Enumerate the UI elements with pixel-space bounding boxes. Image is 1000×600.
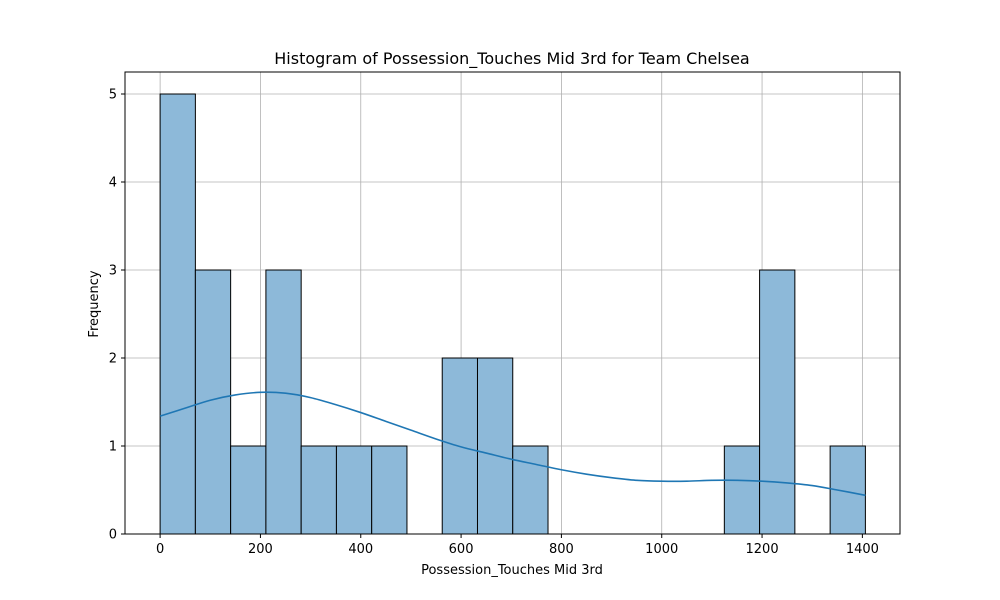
histogram-bar bbox=[441, 357, 478, 535]
kde-layer bbox=[159, 391, 866, 497]
y-tick-label: 0 bbox=[109, 528, 117, 543]
y-tick-label: 3 bbox=[109, 264, 117, 279]
plot-frame bbox=[124, 71, 901, 535]
x-axis-label: Possession_Touches Mid 3rd bbox=[421, 563, 603, 578]
histogram-bar bbox=[159, 93, 196, 535]
x-tick-label: 800 bbox=[549, 542, 574, 557]
x-tick-label: 400 bbox=[348, 542, 373, 557]
x-axis-ticks: 0 200 400 600 800 1000 1200 1400 bbox=[156, 534, 879, 557]
x-tick-label: 1200 bbox=[746, 542, 779, 557]
y-tick-label: 1 bbox=[109, 440, 117, 455]
histogram-bar bbox=[265, 269, 302, 535]
x-tick-label: 1400 bbox=[846, 542, 879, 557]
y-tick-label: 5 bbox=[109, 88, 117, 103]
x-tick-label: 200 bbox=[248, 542, 273, 557]
bars-layer bbox=[159, 93, 866, 535]
histogram-bar bbox=[194, 269, 232, 535]
chart-title: Histogram of Possession_Touches Mid 3rd … bbox=[274, 49, 749, 69]
histogram-bar bbox=[371, 445, 408, 535]
y-axis-label: Frequency bbox=[87, 270, 102, 337]
histogram-bar bbox=[230, 445, 267, 535]
y-tick-label: 2 bbox=[109, 352, 117, 367]
y-tick-label: 4 bbox=[109, 176, 117, 191]
histogram-bar bbox=[512, 445, 549, 535]
histogram-bar bbox=[759, 269, 796, 535]
kde-curve bbox=[159, 391, 866, 497]
x-tick-label: 1000 bbox=[645, 542, 678, 557]
x-tick-label: 600 bbox=[449, 542, 474, 557]
y-axis-ticks: 0 1 2 3 4 5 bbox=[109, 88, 125, 543]
histogram-bar bbox=[335, 445, 373, 535]
histogram-bar bbox=[300, 445, 337, 535]
histogram-bar bbox=[723, 445, 761, 535]
x-tick-label: 0 bbox=[156, 542, 164, 557]
histogram-bar bbox=[476, 357, 514, 535]
